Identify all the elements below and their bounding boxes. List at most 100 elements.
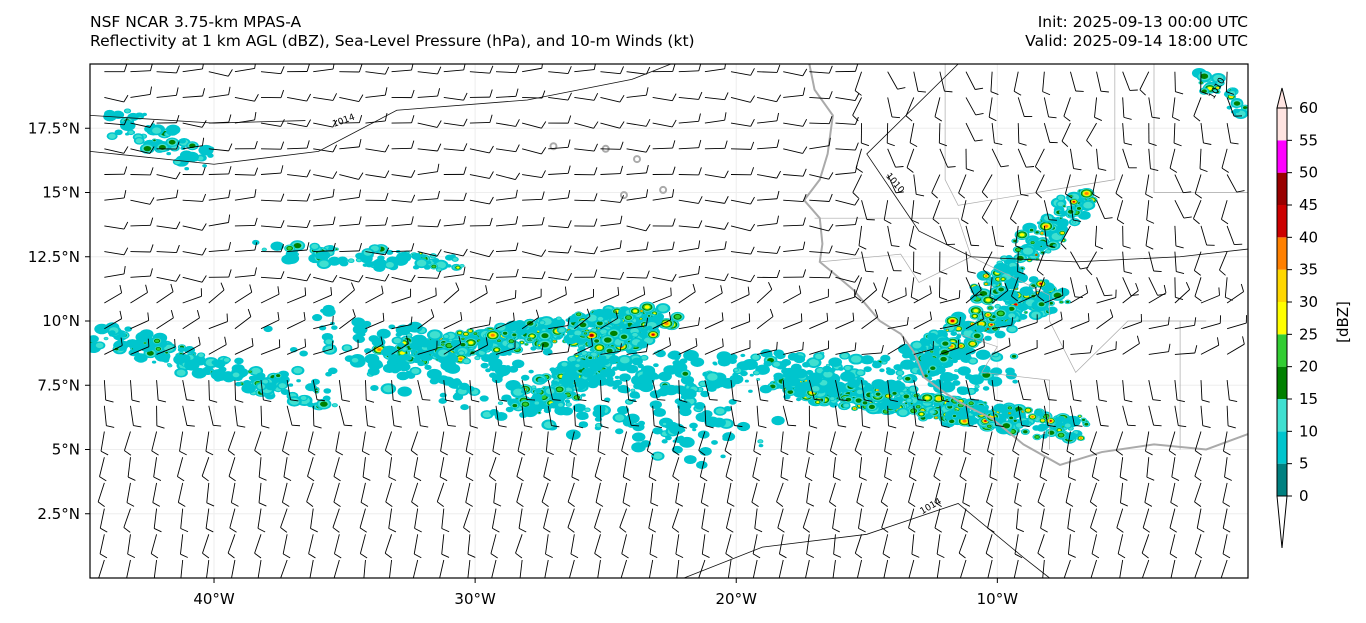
echo-cell (670, 366, 681, 374)
echo-cell (935, 416, 937, 419)
echo-cell (906, 398, 912, 403)
echo-cell (469, 330, 472, 332)
echo-cell (841, 353, 849, 359)
echo-cell (588, 356, 593, 360)
echo-cell (248, 375, 256, 381)
echo-cell (742, 358, 758, 371)
echo-cell (579, 413, 589, 420)
echo-cell (797, 373, 804, 378)
echo-cell (975, 385, 979, 388)
echo-cell (323, 388, 332, 394)
echo-cell (460, 264, 464, 267)
echo-cell (429, 331, 441, 339)
echo-cell (335, 248, 338, 250)
echo-cell (658, 304, 668, 312)
echo-cell (135, 138, 143, 144)
echo-cell (828, 357, 843, 367)
echo-cell (785, 385, 793, 391)
echo-cell (153, 139, 156, 142)
echo-cell (543, 407, 552, 414)
echo-cell (898, 409, 908, 416)
echo-cell (1029, 228, 1034, 232)
echo-cell (905, 376, 911, 381)
echo-cell (1031, 311, 1041, 319)
echo-cell (528, 337, 531, 340)
echo-cell (198, 353, 204, 358)
echo-cell (114, 129, 123, 136)
echo-cell (584, 332, 587, 335)
echo-cell (763, 360, 772, 367)
echo-cell (446, 343, 452, 348)
valid-time: Valid: 2025-09-14 18:00 UTC (1025, 32, 1248, 50)
echo-cell (458, 331, 462, 334)
echo-cell (744, 379, 749, 383)
echo-cell (1001, 278, 1005, 281)
echo-cell (905, 402, 908, 405)
echo-cell (391, 367, 400, 374)
echo-cell (930, 366, 936, 371)
echo-cell (1009, 416, 1014, 420)
echo-cell (939, 372, 955, 383)
echo-cell (631, 389, 635, 392)
echo-cell (987, 376, 1003, 387)
echo-cell (614, 375, 620, 380)
echo-cell (879, 368, 885, 373)
echo-cell (1064, 423, 1071, 428)
echo-cell (1081, 418, 1086, 422)
echo-cell (984, 420, 987, 422)
echo-cell (802, 361, 811, 368)
echo-cell (134, 353, 148, 363)
echo-cell (916, 405, 920, 408)
echo-cell (653, 312, 656, 315)
echo-cell (94, 323, 110, 335)
echo-cell (416, 259, 427, 267)
echo-cell (707, 373, 718, 381)
echo-cell (775, 351, 786, 360)
echo-cell (987, 328, 989, 330)
echo-cell (437, 268, 442, 272)
echo-cell (166, 127, 179, 136)
echo-cell (1016, 248, 1021, 252)
echo-cell (104, 337, 108, 340)
echo-cell (1026, 409, 1030, 412)
echo-cell (108, 330, 116, 335)
echo-cell (988, 306, 992, 309)
echo-cell (1057, 429, 1061, 432)
echo-cell (541, 333, 549, 339)
echo-cell (1084, 422, 1089, 426)
echo-cell (711, 440, 718, 445)
echo-cell (811, 385, 820, 392)
echo-cell (108, 133, 116, 139)
echo-cell (256, 372, 266, 380)
echo-cell (734, 368, 738, 372)
echo-cell (682, 371, 689, 376)
echo-cell (480, 362, 489, 369)
echo-cell (973, 314, 977, 318)
echo-cell (531, 385, 536, 389)
echo-cell (975, 349, 991, 360)
echo-cell (556, 317, 561, 320)
echo-cell (565, 318, 571, 322)
echo-cell (613, 379, 623, 386)
echo-cell (331, 325, 338, 330)
echo-cell (556, 335, 562, 340)
echo-cell (289, 397, 300, 405)
echo-cell (1061, 232, 1064, 234)
echo-cell (633, 309, 638, 313)
echo-cell (979, 322, 984, 326)
echo-cell (862, 401, 868, 405)
echo-cell (1008, 326, 1016, 332)
echo-cell (910, 402, 913, 405)
echo-cell (640, 317, 642, 320)
echo-cell (1065, 432, 1077, 441)
title-fields: Reflectivity at 1 km AGL (dBZ), Sea-Leve… (90, 32, 695, 50)
echo-cell (796, 397, 802, 402)
echo-cell (986, 314, 990, 316)
echo-cell (494, 348, 499, 352)
map-times: Init: 2025-09-13 00:00 UTC Valid: 2025-0… (1025, 13, 1248, 51)
echo-cell (1011, 354, 1017, 358)
echo-cell (897, 376, 902, 380)
echo-cell (1041, 232, 1043, 234)
echo-cell (575, 364, 580, 368)
echo-cell (1008, 306, 1015, 311)
